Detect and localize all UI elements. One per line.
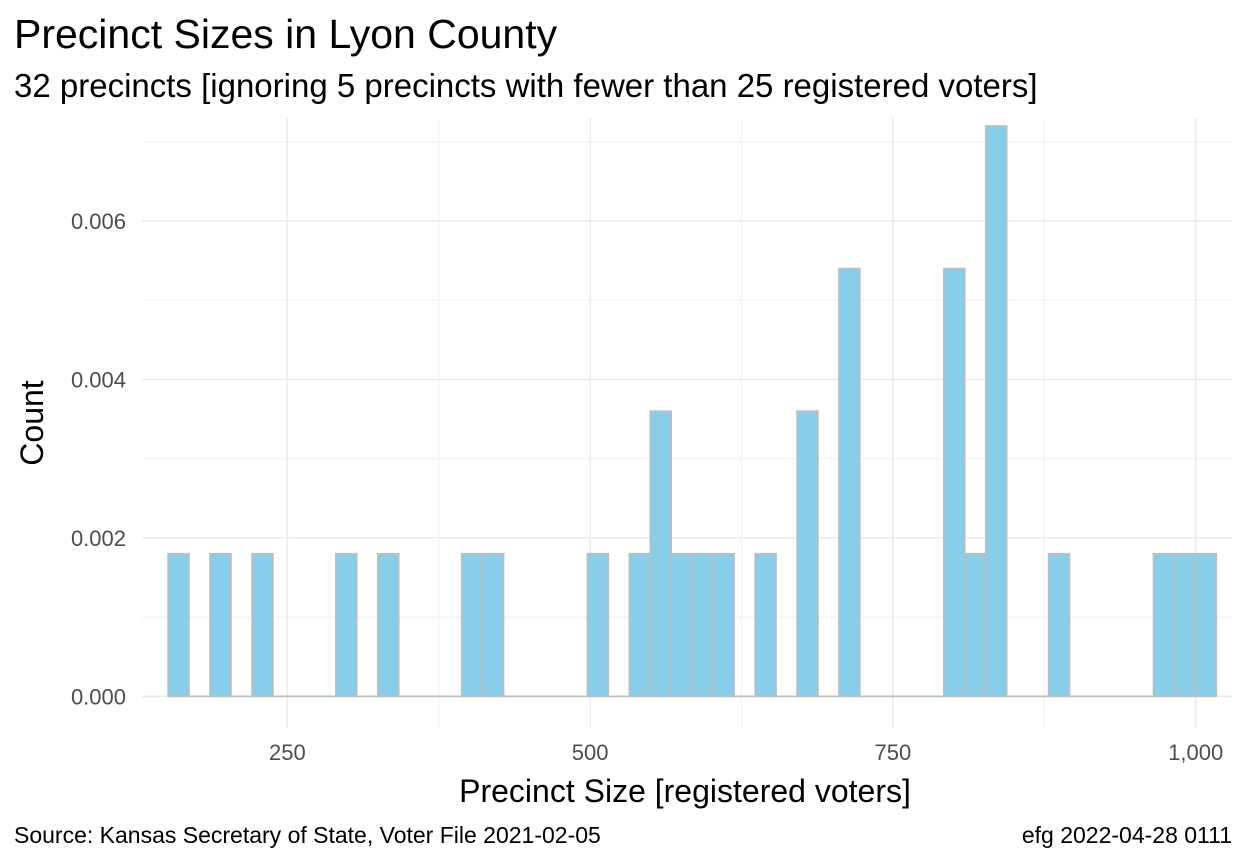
y-axis-title: Count	[14, 380, 50, 466]
histogram-bar	[209, 552, 232, 698]
histogram-bar	[691, 552, 715, 698]
author-caption: efg 2022-04-28 0111	[1021, 822, 1232, 848]
chart-subtitle: 32 precincts [ignoring 5 precincts with …	[14, 67, 1038, 104]
y-tick-label: 0.000	[71, 684, 126, 709]
source-caption: Source: Kansas Secretary of State, Voter…	[14, 822, 601, 848]
histogram-bar	[963, 552, 987, 698]
histogram-bar	[838, 267, 861, 698]
histogram-bar	[586, 552, 610, 698]
histogram-bar	[796, 410, 819, 698]
histogram-bar	[335, 552, 358, 698]
histogram-bar	[481, 552, 505, 698]
histogram-bar	[1152, 552, 1176, 698]
histogram-bar	[649, 410, 672, 698]
histogram-bar	[1173, 552, 1197, 698]
x-axis-tick-labels: 250 500 750 1,000	[269, 740, 1223, 765]
histogram-bar	[167, 552, 190, 698]
histogram-bar	[984, 125, 1008, 698]
histogram-bar	[251, 552, 274, 698]
histogram-bar	[943, 267, 966, 698]
y-axis-tick-labels: 0.000 0.002 0.004 0.006	[71, 209, 126, 709]
x-axis-title: Precinct Size [registered voters]	[459, 773, 911, 809]
histogram-bar	[460, 552, 484, 698]
histogram-bar	[1194, 552, 1218, 698]
histogram-bars	[167, 125, 1218, 698]
histogram-bar	[628, 552, 652, 698]
x-tick-label: 500	[572, 740, 609, 765]
histogram-bar	[754, 552, 777, 698]
y-tick-label: 0.006	[71, 209, 126, 234]
histogram-bar	[376, 552, 400, 698]
histogram-bar	[670, 552, 694, 698]
x-tick-label: 1,000	[1168, 740, 1223, 765]
histogram-bar	[712, 552, 735, 698]
histogram-bar	[1047, 552, 1071, 698]
x-tick-label: 750	[875, 740, 912, 765]
chart-title: Precinct Sizes in Lyon County	[14, 11, 558, 57]
y-tick-label: 0.004	[71, 367, 126, 392]
y-tick-label: 0.002	[71, 526, 126, 551]
x-tick-label: 250	[269, 740, 306, 765]
